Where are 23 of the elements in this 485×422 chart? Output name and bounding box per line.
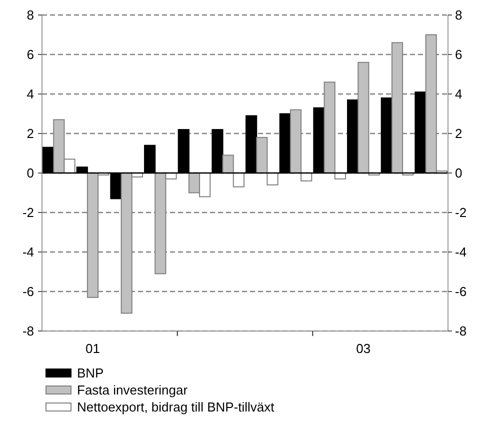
legend-label: Fasta investeringar xyxy=(77,382,188,398)
y-tick-label: -2 xyxy=(22,205,34,220)
y-tick-label: -8 xyxy=(22,324,34,339)
y2-tick-label: -2 xyxy=(455,205,467,220)
y-tick-label: 6 xyxy=(26,47,34,62)
y-tick-label: -4 xyxy=(22,244,34,260)
legend-label: BNP xyxy=(77,366,104,381)
y2-tick-label: 6 xyxy=(455,47,462,62)
y-tick-label: 4 xyxy=(26,86,34,102)
legend-label: Nettoexport, bidrag till BNP-tillväxt xyxy=(77,400,275,415)
y2-tick-label: 8 xyxy=(455,8,462,23)
y-tick-label: 8 xyxy=(26,8,34,23)
y2-tick-label: -6 xyxy=(455,284,467,300)
y2-tick-label: 4 xyxy=(455,86,462,102)
y2-tick-label: 0 xyxy=(455,166,462,181)
y-tick-label: 0 xyxy=(26,166,34,181)
x-tick-label: 03 xyxy=(356,341,371,356)
y2-tick-label: -8 xyxy=(455,324,467,339)
y2-tick-label: -4 xyxy=(455,244,467,260)
y2-tick-label: 2 xyxy=(455,126,462,142)
y-tick-label: 2 xyxy=(26,126,34,142)
x-tick-label: 01 xyxy=(86,341,100,356)
y-tick-label: -6 xyxy=(22,284,34,300)
